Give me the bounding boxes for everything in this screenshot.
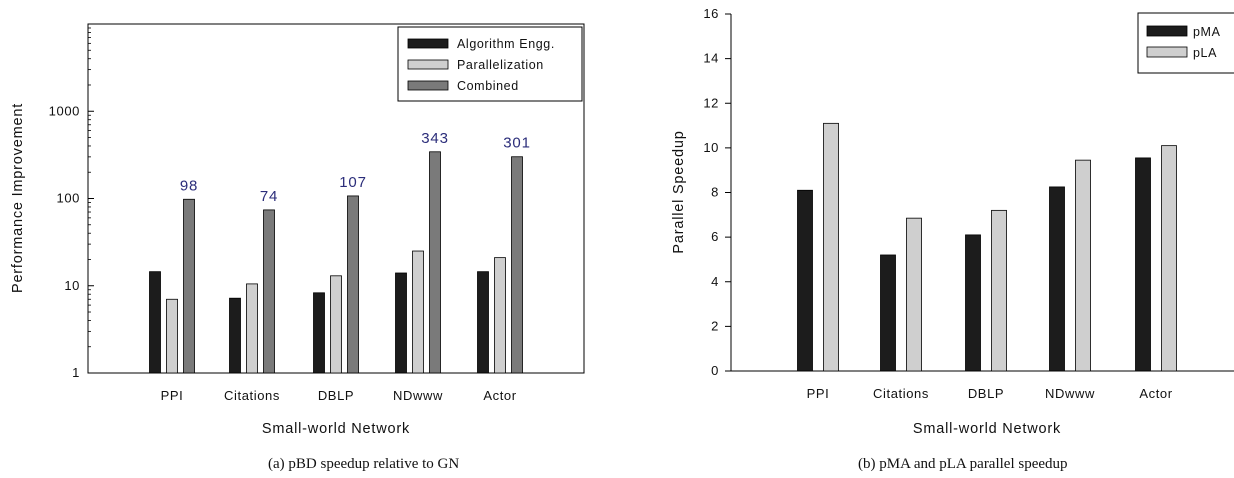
y-tick-label: 1000 xyxy=(49,103,80,118)
legend-swatch-pla xyxy=(1146,46,1188,58)
legend-swatch-combined xyxy=(407,80,449,91)
bar-parallelization-citations xyxy=(246,283,258,374)
chart-a-y-axis-title: Performance Improvement xyxy=(10,103,26,293)
y-tick-label: 8 xyxy=(711,185,719,200)
x-tick-label-ppi: PPI xyxy=(161,388,184,403)
bar-algorithm-engg-ppi xyxy=(149,271,161,374)
legend-swatch-algorithm-engg xyxy=(407,38,449,49)
chart-b-caption: (b) pMA and pLA parallel speedup xyxy=(858,456,1068,472)
chart-b-y-axis-title: Parallel Speedup xyxy=(671,130,687,253)
bar-pma-dblp xyxy=(965,234,981,372)
legend-label-parallelization: Parallelization xyxy=(457,58,544,72)
bar-parallelization-dblp xyxy=(330,275,342,374)
bar-pla-dblp xyxy=(991,209,1007,372)
data-label-ppi: 98 xyxy=(180,177,198,194)
bar-parallelization-ndwww xyxy=(412,250,424,374)
chart-a-bars xyxy=(149,151,523,374)
chart-b-x-axis: PPI Citations DBLP NDwww Actor xyxy=(807,386,1173,401)
x-tick-label-ndwww: NDwww xyxy=(1045,386,1095,401)
x-tick-label-citations: Citations xyxy=(873,386,929,401)
y-tick-label: 16 xyxy=(703,6,719,21)
bar-pla-ndwww xyxy=(1075,159,1091,372)
legend-label-pma: pMA xyxy=(1193,25,1221,39)
legend-label-combined: Combined xyxy=(457,79,519,93)
bar-pla-citations xyxy=(906,217,922,372)
chart-b: 0 2 4 6 8 10 12 14 16 PPI Citations DBLP NDwww Actor… xyxy=(671,6,1234,472)
bar-combined-ndwww xyxy=(429,151,441,374)
x-tick-label-dblp: DBLP xyxy=(968,386,1004,401)
y-tick-label: 6 xyxy=(711,229,719,244)
y-tick-label: 12 xyxy=(703,95,719,110)
data-label-actor: 301 xyxy=(503,135,530,152)
bar-pla-actor xyxy=(1161,145,1177,372)
bar-pla-ppi xyxy=(823,122,839,372)
bar-pma-ndwww xyxy=(1049,186,1065,372)
data-label-ndwww: 343 xyxy=(421,130,448,147)
y-tick-label: 2 xyxy=(711,318,719,333)
legend-label-algorithm-engg: Algorithm Engg. xyxy=(457,37,555,51)
x-tick-label-actor: Actor xyxy=(1139,386,1172,401)
chart-b-y-axis: 0 2 4 6 8 10 12 14 16 xyxy=(703,6,731,378)
y-tick-label: 4 xyxy=(711,274,719,289)
bar-algorithm-engg-ndwww xyxy=(395,272,407,374)
chart-a-y-axis: 1 10 100 1000 xyxy=(49,27,94,380)
chart-a-caption: (a) pBD speedup relative to GN xyxy=(268,456,459,472)
bar-pma-actor xyxy=(1135,157,1151,372)
y-tick-label: 1 xyxy=(72,365,80,380)
bar-pma-ppi xyxy=(797,189,813,372)
bar-combined-dblp xyxy=(347,195,359,374)
bar-combined-citations xyxy=(263,209,275,374)
chart-b-legend: pMA pLA xyxy=(1137,12,1234,74)
y-tick-label: 10 xyxy=(64,278,80,293)
chart-a-x-axis: PPI Citations DBLP NDwww Actor xyxy=(161,388,517,403)
data-label-dblp: 107 xyxy=(339,174,366,191)
chart-a-x-axis-title: Small-world Network xyxy=(262,421,410,437)
y-tick-label: 100 xyxy=(57,191,81,206)
chart-b-x-axis-title: Small-world Network xyxy=(913,421,1061,437)
x-tick-label-actor: Actor xyxy=(483,388,516,403)
bar-algorithm-engg-actor xyxy=(477,271,489,374)
chart-b-bars xyxy=(797,122,1177,372)
x-tick-label-ndwww: NDwww xyxy=(393,388,443,403)
y-tick-label: 0 xyxy=(711,363,719,378)
legend-swatch-parallelization xyxy=(407,59,449,70)
x-tick-label-ppi: PPI xyxy=(807,386,830,401)
legend-label-pla: pLA xyxy=(1193,46,1217,60)
bar-parallelization-ppi xyxy=(166,298,178,374)
x-tick-label-citations: Citations xyxy=(224,388,280,403)
bar-pma-citations xyxy=(880,254,896,372)
chart-b-legend-box xyxy=(1137,12,1234,74)
x-tick-label-dblp: DBLP xyxy=(318,388,354,403)
legend-swatch-pma xyxy=(1146,25,1188,37)
chart-a: 1 10 100 1000 98 74 107 343 301 PPI Citations DBL… xyxy=(10,23,585,472)
chart-a-legend: Algorithm Engg. Parallelization Combined xyxy=(397,26,583,102)
bar-combined-actor xyxy=(511,156,523,374)
data-label-citations: 74 xyxy=(260,188,278,205)
bar-algorithm-engg-dblp xyxy=(313,292,325,374)
chart-a-data-labels: 98 74 107 343 301 xyxy=(180,130,530,205)
y-tick-label: 14 xyxy=(703,51,719,66)
bar-algorithm-engg-citations xyxy=(229,297,241,374)
bar-parallelization-actor xyxy=(494,257,506,374)
y-tick-label: 10 xyxy=(703,140,719,155)
bar-combined-ppi xyxy=(183,198,195,374)
